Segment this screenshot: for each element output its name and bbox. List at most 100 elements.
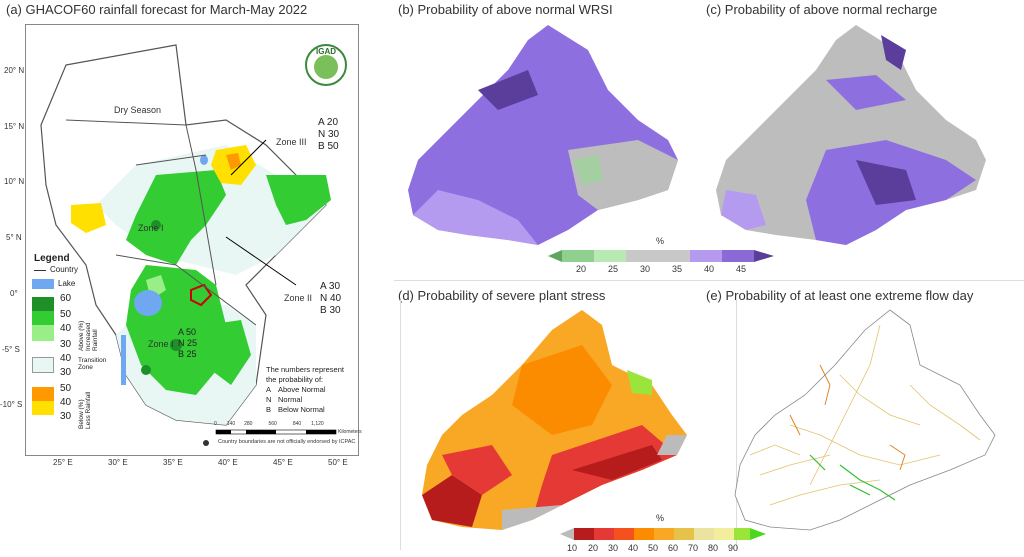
zone2-label: Zone II bbox=[284, 293, 313, 303]
scale-unit: Kilometers bbox=[338, 429, 362, 435]
top-colorbar-tick: 35 bbox=[672, 264, 683, 274]
legend-title: Legend bbox=[34, 253, 70, 264]
lat-label: 20° N bbox=[4, 66, 25, 75]
light-purple-area bbox=[721, 190, 766, 230]
dark-green-patch bbox=[151, 220, 161, 230]
zone2-prob-a: A 30 bbox=[320, 281, 341, 292]
zone1-prob-b: B 25 bbox=[178, 349, 197, 359]
bottom-colorbar-unit: % bbox=[656, 513, 665, 523]
legend-num: 50 bbox=[60, 383, 72, 394]
basin-outline bbox=[734, 309, 996, 531]
lat-label: 5° N bbox=[6, 233, 22, 242]
zone-arrow bbox=[225, 236, 297, 286]
top-colorbar bbox=[548, 250, 774, 262]
panel-divider-vertical bbox=[400, 300, 401, 550]
zone-arrow bbox=[230, 139, 267, 176]
legend-num: 40 bbox=[60, 353, 72, 364]
lon-label: 50° E bbox=[328, 458, 348, 467]
zone-green-central bbox=[126, 170, 226, 265]
igad-logo-inner bbox=[314, 55, 338, 79]
legend-num: 40 bbox=[60, 397, 72, 408]
bottom-colorbar-tick: 20 bbox=[588, 543, 599, 553]
lat-label: 0° bbox=[10, 289, 18, 298]
legend-num: 50 bbox=[60, 309, 72, 320]
zone-orange-ethiopia bbox=[226, 153, 241, 170]
dark-purple-area bbox=[478, 70, 538, 110]
zone3-prob-n: N 30 bbox=[318, 129, 340, 140]
panel-b-title: (b) Probability of above normal WRSI bbox=[398, 2, 613, 17]
highlight-red-outline bbox=[190, 283, 213, 307]
panel-e-title: (e) Probability of at least one extreme … bbox=[706, 288, 974, 303]
zone-yellow-west bbox=[71, 203, 106, 233]
bottom-colorbar-tick: 30 bbox=[608, 543, 619, 553]
lat-label: -5° S bbox=[2, 345, 20, 354]
dry-season-label: Dry Season bbox=[114, 105, 162, 115]
wrsi-map bbox=[408, 25, 678, 245]
zone2-prob-n: N 40 bbox=[320, 293, 342, 304]
lon-label: 35° E bbox=[163, 458, 183, 467]
zone3-probabilities: A 20 N 30 B 50 bbox=[318, 117, 339, 153]
zone1-prob-n: N 25 bbox=[178, 338, 198, 348]
bottom-colorbar-tick: 10 bbox=[567, 543, 578, 553]
bottom-colorbar-tick: 40 bbox=[628, 543, 639, 553]
bottom-colorbar-tick: 80 bbox=[708, 543, 719, 553]
top-colorbar-tick: 45 bbox=[736, 264, 747, 274]
light-purple-area bbox=[413, 190, 538, 245]
bottom-colorbar-tick: 90 bbox=[728, 543, 739, 553]
top-colorbar-tick: 40 bbox=[704, 264, 715, 274]
legend-country: Country bbox=[50, 265, 79, 274]
legend-lake: Lake bbox=[58, 279, 76, 288]
dark-purple-area bbox=[856, 160, 916, 205]
note-item: B Below Normal bbox=[266, 405, 325, 414]
top-colorbar-tick: 30 bbox=[640, 264, 651, 274]
orange-area bbox=[512, 345, 612, 435]
yellow-green-east bbox=[627, 370, 652, 395]
lon-label: 30° E bbox=[108, 458, 128, 467]
probability-note: The numbers represent the probability of… bbox=[266, 365, 356, 415]
lon-label: 25° E bbox=[53, 458, 73, 467]
dark-green-patch bbox=[170, 339, 182, 351]
dark-purple-north bbox=[881, 35, 906, 70]
dark-red-west bbox=[422, 475, 482, 527]
extreme-flow-map bbox=[734, 309, 996, 531]
zone2-prob-b: B 30 bbox=[320, 305, 341, 316]
legend-num: 60 bbox=[60, 293, 72, 304]
red-west bbox=[442, 445, 512, 495]
zone2-probabilities: A 30 N 40 B 30 bbox=[320, 281, 341, 317]
zone1-prob-a: A 50 bbox=[178, 327, 197, 337]
zone1-probabilities: A 50 N 25 B 25 bbox=[178, 327, 197, 360]
zone3-prob-a: A 20 bbox=[318, 117, 339, 128]
bottom-colorbar bbox=[560, 528, 766, 540]
top-colorbar-unit: % bbox=[656, 236, 665, 246]
legend-num: 30 bbox=[60, 367, 72, 378]
igad-logo-text: IGAD bbox=[316, 47, 336, 56]
lake-tanganyika bbox=[121, 335, 126, 385]
grey-east bbox=[657, 435, 687, 455]
disclaimer: Country boundaries are not officially en… bbox=[218, 439, 356, 445]
zone1-label: Zone I bbox=[138, 223, 164, 233]
river-network bbox=[749, 324, 981, 506]
lake-victoria bbox=[134, 290, 162, 316]
dark-red-area bbox=[572, 445, 662, 480]
bottom-colorbar-tick: 70 bbox=[688, 543, 699, 553]
green-speckles bbox=[573, 155, 603, 185]
legend-below-label: Below (%) Less Rainfall bbox=[78, 391, 92, 429]
note-item: A Above Normal bbox=[266, 385, 326, 394]
panel-a-title: (a) GHACOF60 rainfall forecast for March… bbox=[6, 2, 308, 17]
purple-north bbox=[826, 75, 906, 110]
river-network-orange bbox=[789, 364, 906, 471]
zone3-label: Zone III bbox=[276, 137, 307, 147]
lat-label: 10° N bbox=[4, 177, 25, 186]
north-arrow-icon bbox=[203, 440, 209, 446]
grey-south bbox=[502, 505, 562, 530]
lon-label: 45° E bbox=[273, 458, 293, 467]
legend-above-label: Above (%) Increased Rainfall bbox=[78, 320, 99, 351]
river-network-green bbox=[809, 454, 896, 501]
top-colorbar-tick: 20 bbox=[576, 264, 587, 274]
note-title: The numbers represent the probability of… bbox=[266, 365, 344, 384]
panel-divider-horizontal bbox=[394, 280, 1024, 281]
plant-stress-map bbox=[422, 310, 687, 530]
panel-d-title: (d) Probability of severe plant stress bbox=[398, 288, 606, 303]
top-colorbar-tick: 25 bbox=[608, 264, 619, 274]
panel-divider-vertical-2 bbox=[736, 300, 737, 550]
